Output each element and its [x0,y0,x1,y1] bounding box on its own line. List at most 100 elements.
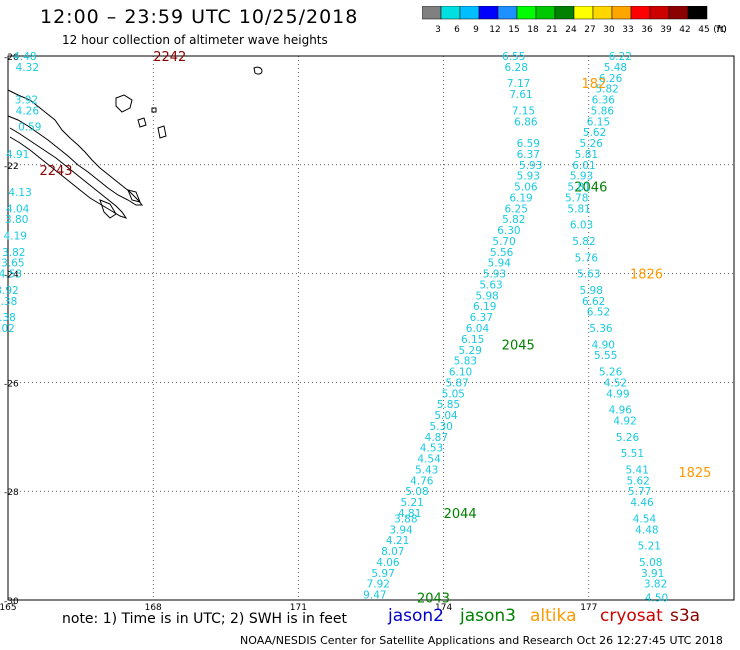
colorbar-tick-label: 39 [660,25,672,35]
wave-height-value: 5.48 [604,62,627,74]
wave-height-value: 6.01 [572,160,595,172]
track-182: 6.225.486.265.826.365.866.155.625.265.81… [570,51,632,183]
track-id-label: 2045 [502,338,535,353]
wave-height-value: 5.51 [621,448,644,460]
colorbar-tick-label: 15 [508,25,519,35]
colorbar-tick-label: 21 [546,25,557,35]
track-2044: 4.815.215.084.765.434.544.534.875.305.04… [398,377,477,522]
wave-height-value: 4.81 [398,508,421,520]
wave-height-value: 4.99 [606,388,629,400]
wave-height-value: 5.83 [454,356,477,368]
wave-height-value: 4.87 [425,432,448,444]
wave-height-value: 4.06 [376,557,400,569]
lat-lon-grid [7,55,735,601]
wave-height-value: 5.81 [575,149,598,161]
colorbar-tick-label: 27 [584,25,595,35]
wave-height-value: 6.30 [497,225,520,237]
wave-height-value: 7.61 [509,89,532,101]
track-id-label: 2242 [153,50,186,65]
island-outline-2 [137,117,147,128]
wave-height-value: 5.82 [502,214,525,226]
legend-s3a: s3a [670,606,701,626]
wave-height-value: 6.19 [473,301,496,313]
wave-height-value: 5.29 [459,345,482,357]
track-2046: 6.305.826.256.195.065.935.936.376.596.86… [497,51,607,237]
track-id-label: 2243 [39,164,72,179]
wave-height-value: 4.38 [0,312,16,324]
wave-height-value: 6.86 [514,116,538,128]
wave-height-value: 9.47 [363,590,386,602]
wave-height-value: 4.46 [630,497,654,509]
island-outline-5 [151,107,157,113]
wave-height-value: 6.10 [449,367,472,379]
island-outline-4 [253,66,263,75]
longitude-label: 168 [145,603,162,613]
wave-height-value: 6.26 [599,73,623,85]
latitude-label: -22 [4,162,19,172]
wave-height-value: 4.90 [592,339,615,351]
wave-height-value: 3.80 [5,214,28,226]
longitude-label: 165 [0,603,17,613]
wave-height-value: 5.62 [583,127,606,139]
wave-height-value: 5.78 [565,192,588,204]
wave-height-value: 5.63 [479,279,502,291]
legend-jason2: jason2 [388,606,444,626]
wave-height-value: 6.37 [470,312,493,324]
colorbar-tick-label: 18 [527,25,539,35]
wave-height-value: 3.82 [2,247,25,259]
map-title: 12:00 – 23:59 UTC 10/25/2018 [40,6,359,28]
track-2242: 4.484.32 3.924.26 0.59 2242 [13,50,186,134]
wave-height-value: 8.07 [381,546,404,558]
wave-height-value: 5.82 [572,236,595,248]
wave-height-value: 6.15 [461,334,484,346]
wave-height-value: 5.30 [429,421,452,433]
track-1826: 5.815.785.81 6.03 5.82 5.76 5.63 5.986.626.52… [565,182,663,390]
wave-height-value: 6.25 [505,203,528,215]
coastline [7,66,263,219]
colorbar-tick-label: 45 [698,25,709,35]
wave-height-value: 5.26 [616,432,640,444]
longitude-label: 177 [580,603,597,613]
wave-height-value: 5.85 [437,399,460,411]
wave-height-value: 5.93 [519,160,542,172]
wave-height-value: 6.37 [517,149,540,161]
wave-height-value: 3.92 [0,285,19,297]
wave-height-value: 5.43 [415,464,438,476]
wave-height-value: 7.15 [512,105,535,117]
wave-height-value: 5.93 [570,171,593,183]
colorbar-unit: (ft) [713,25,727,35]
wave-height-value: 5.04 [434,410,458,422]
wave-height-value: 4.48 [635,524,658,536]
wave-height-value: 6.59 [517,138,540,150]
wave-height-value: 4.54 [417,454,441,466]
footnote: note: 1) Time is in UTC; 2) SWH is in fe… [62,611,348,627]
track-id-label: 2044 [444,507,477,522]
wave-height-value: 5.06 [514,182,538,194]
colorbar-tick-label: 33 [622,25,633,35]
wave-height-value: 6.15 [587,116,610,128]
island-outline-7 [99,199,117,219]
track-id-label: 1826 [630,268,663,283]
wave-height-value: 5.98 [475,290,498,302]
track-id-label: 1825 [678,466,711,481]
wave-height-value: 5.26 [599,367,623,379]
latitude-label: -26 [4,379,19,389]
colorbar-tick-label: 24 [565,25,577,35]
legend-jason3: jason3 [460,606,516,626]
wave-height-value: 6.19 [509,192,532,204]
wave-height-value: 3.94 [389,524,413,536]
wave-height-value: 5.56 [490,247,514,259]
wave-height-value: 5.87 [445,377,468,389]
new-caledonia-outline-inner [9,127,128,219]
wave-height-value: 4.19 [4,231,27,243]
wave-height-value: 0.59 [18,122,41,134]
wave-height-value: 4.04 [6,203,30,215]
wave-height-value: 5.05 [442,388,465,400]
wave-height-value: 3.82 [644,579,667,591]
wave-height-value: 4.32 [16,62,39,74]
track-2045: 6.105.835.296.156.046.376.195.985.635.93… [449,236,535,379]
wave-height-value: 4.76 [410,475,434,487]
wave-height-value: 4.50 [645,592,668,604]
